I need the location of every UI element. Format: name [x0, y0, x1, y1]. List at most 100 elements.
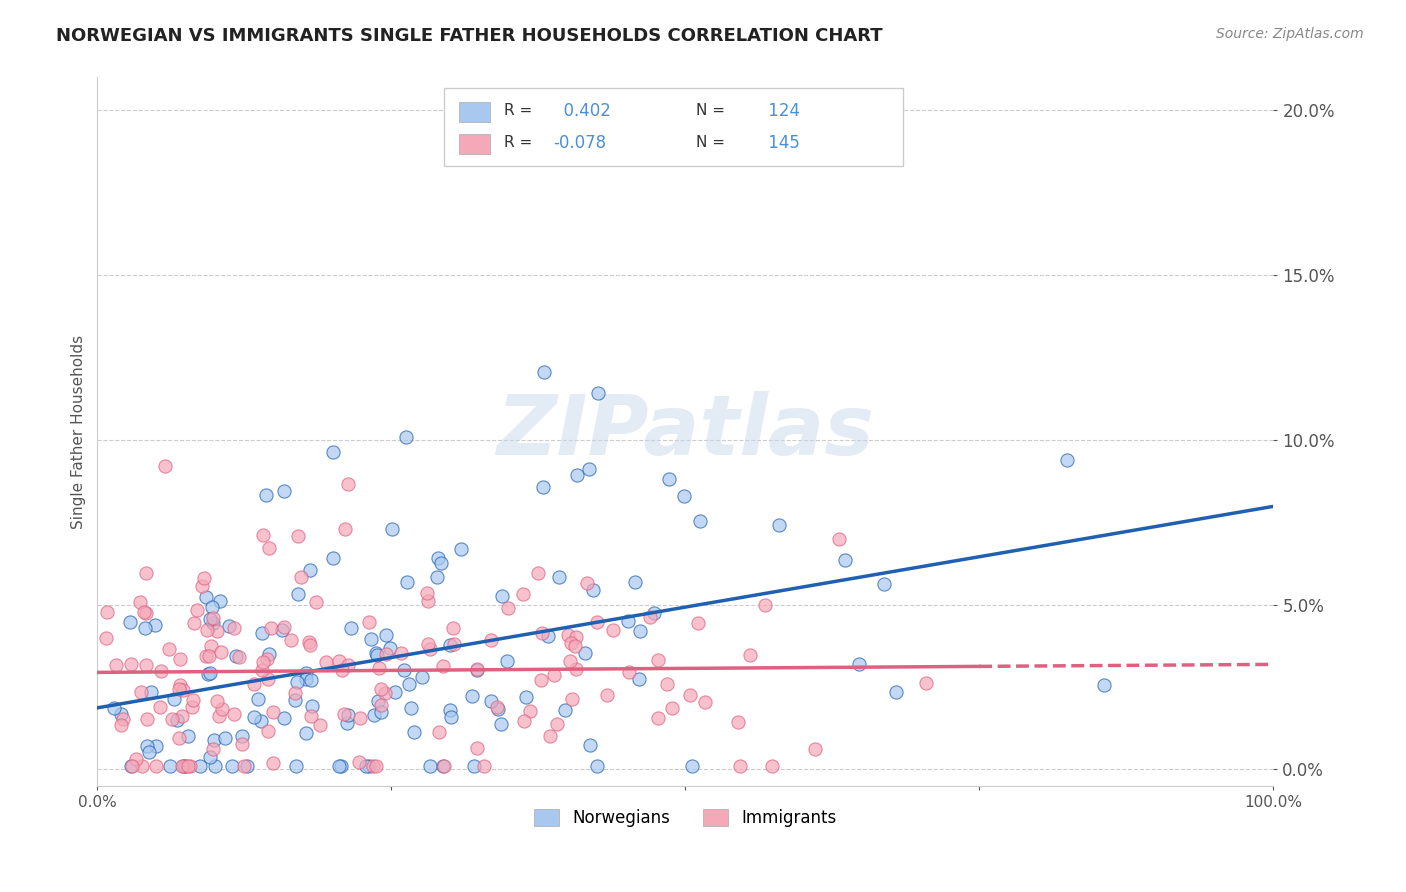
- Point: [135, 657, 157, 672]
- Point: [190, 579, 212, 593]
- Point: [94, 631, 117, 645]
- Point: [172, 759, 194, 773]
- Point: [627, 672, 650, 686]
- Point: [430, 556, 453, 570]
- Point: [139, 685, 162, 699]
- Point: [333, 522, 356, 536]
- Point: [328, 759, 350, 773]
- Point: [236, 759, 259, 773]
- Point: [349, 755, 371, 769]
- Point: [250, 663, 273, 677]
- Point: [647, 653, 669, 667]
- Point: [392, 663, 415, 677]
- Point: [655, 676, 678, 690]
- Point: [512, 587, 534, 601]
- Point: [221, 759, 243, 773]
- Point: [533, 366, 555, 380]
- Point: [169, 651, 191, 665]
- Point: [174, 759, 197, 773]
- Point: [738, 648, 761, 662]
- Point: [104, 657, 127, 672]
- Point: [427, 725, 450, 739]
- Point: [259, 647, 281, 661]
- Text: -0.078: -0.078: [553, 134, 606, 152]
- Point: [145, 759, 167, 773]
- Point: [432, 759, 454, 773]
- FancyBboxPatch shape: [458, 134, 491, 154]
- Point: [395, 575, 418, 590]
- Point: [163, 692, 186, 706]
- Point: [728, 759, 751, 773]
- Point: [381, 522, 404, 536]
- Point: [262, 756, 284, 770]
- Point: [360, 632, 382, 647]
- Point: [354, 759, 377, 773]
- Text: ZIPatlas: ZIPatlas: [496, 391, 875, 472]
- Point: [640, 610, 662, 624]
- Point: [287, 586, 309, 600]
- Point: [176, 759, 198, 773]
- Point: [233, 759, 256, 773]
- Point: [426, 551, 449, 566]
- Point: [768, 517, 790, 532]
- Point: [370, 705, 392, 719]
- Point: [159, 759, 181, 773]
- Point: [574, 646, 596, 660]
- Point: [578, 462, 600, 476]
- Point: [254, 488, 277, 502]
- Point: [204, 759, 226, 773]
- Point: [135, 566, 157, 580]
- Point: [389, 646, 412, 660]
- Point: [273, 620, 295, 634]
- Point: [576, 576, 599, 591]
- Point: [416, 594, 439, 608]
- Point: [134, 621, 156, 635]
- Point: [848, 657, 870, 672]
- Point: [205, 694, 228, 708]
- Point: [834, 553, 856, 567]
- Point: [761, 759, 783, 773]
- Point: [661, 701, 683, 715]
- FancyBboxPatch shape: [444, 88, 903, 166]
- Point: [419, 759, 441, 773]
- Point: [330, 663, 353, 677]
- Point: [299, 709, 322, 723]
- Point: [305, 595, 328, 609]
- Point: [557, 627, 579, 641]
- Point: [295, 665, 318, 680]
- Point: [298, 563, 321, 577]
- Point: [384, 685, 406, 699]
- Point: [617, 665, 640, 679]
- Point: [197, 666, 219, 681]
- Point: [361, 759, 384, 773]
- Point: [439, 638, 461, 652]
- Point: [110, 718, 132, 732]
- Point: [118, 615, 141, 630]
- Point: [162, 712, 184, 726]
- Point: [496, 654, 519, 668]
- Point: [259, 541, 281, 555]
- Point: [157, 642, 180, 657]
- Point: [439, 709, 461, 723]
- Point: [260, 622, 283, 636]
- Point: [231, 729, 253, 743]
- Point: [188, 759, 211, 773]
- Point: [257, 723, 280, 738]
- Point: [150, 665, 173, 679]
- Point: [172, 759, 194, 773]
- Point: [884, 685, 907, 699]
- Point: [398, 677, 420, 691]
- Point: [754, 598, 776, 612]
- Point: [202, 616, 225, 631]
- Point: [128, 595, 150, 609]
- Point: [803, 742, 825, 756]
- Point: [433, 759, 456, 773]
- Y-axis label: Single Father Households: Single Father Households: [72, 334, 86, 529]
- Point: [681, 759, 703, 773]
- Point: [543, 667, 565, 681]
- Point: [138, 745, 160, 759]
- Point: [183, 615, 205, 630]
- Point: [450, 542, 472, 557]
- Point: [271, 624, 294, 638]
- Text: N =: N =: [696, 135, 725, 150]
